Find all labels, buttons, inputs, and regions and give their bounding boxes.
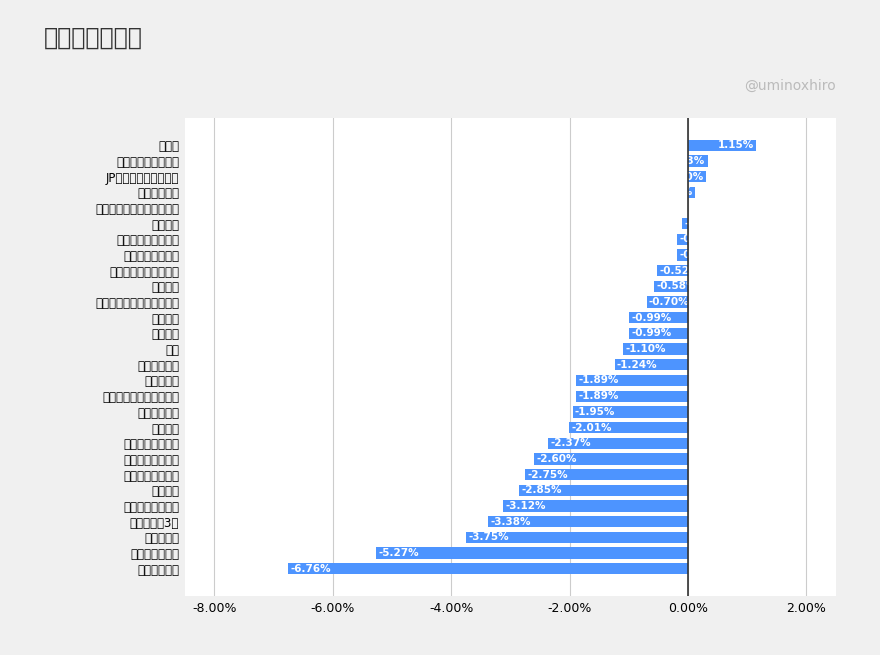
Text: -3.38%: -3.38%	[490, 517, 531, 527]
Bar	[688, 155, 708, 166]
Text: @uminoxhiro: @uminoxhiro	[744, 79, 836, 92]
Text: -1.95%: -1.95%	[575, 407, 615, 417]
Text: -0.10%: -0.10%	[685, 219, 725, 229]
Text: -6.76%: -6.76%	[290, 564, 331, 574]
Text: -2.75%: -2.75%	[528, 470, 568, 479]
Text: -1.89%: -1.89%	[578, 375, 619, 386]
Text: -2.60%: -2.60%	[537, 454, 577, 464]
Bar	[525, 469, 688, 480]
Bar	[576, 375, 688, 386]
Text: -0.99%: -0.99%	[632, 328, 672, 339]
Text: -5.27%: -5.27%	[378, 548, 419, 558]
Text: -2.01%: -2.01%	[571, 422, 612, 432]
Text: -0.70%: -0.70%	[649, 297, 690, 307]
Text: 保有銘柄騰落率: 保有銘柄騰落率	[44, 26, 143, 50]
Text: -3.75%: -3.75%	[468, 533, 509, 542]
Text: -1.10%: -1.10%	[626, 344, 666, 354]
Bar	[677, 250, 688, 261]
Text: -2.37%: -2.37%	[550, 438, 590, 448]
Bar	[657, 265, 688, 276]
Bar	[614, 359, 688, 371]
Bar	[573, 406, 688, 417]
Text: -1.89%: -1.89%	[578, 391, 619, 401]
Bar	[376, 548, 688, 559]
Bar	[503, 500, 688, 512]
Bar	[688, 140, 756, 151]
Text: 0.12%: 0.12%	[656, 187, 693, 197]
Text: -2.85%: -2.85%	[522, 485, 562, 495]
Bar	[569, 422, 688, 433]
Text: -0.99%: -0.99%	[632, 313, 672, 323]
Bar	[519, 485, 688, 496]
Bar	[688, 171, 706, 182]
Bar	[682, 218, 688, 229]
Bar	[466, 532, 688, 543]
Bar	[488, 516, 688, 527]
Text: -0.58%: -0.58%	[656, 282, 697, 291]
Text: 0.00%: 0.00%	[649, 203, 686, 213]
Bar	[576, 390, 688, 402]
Bar	[654, 281, 688, 292]
Bar	[688, 187, 695, 198]
Text: -0.52%: -0.52%	[660, 266, 700, 276]
Text: -0.19%: -0.19%	[679, 250, 720, 260]
Bar	[288, 563, 688, 574]
Text: 1.15%: 1.15%	[717, 140, 753, 150]
Text: -0.19%: -0.19%	[679, 234, 720, 244]
Bar	[547, 438, 688, 449]
Text: 0.33%: 0.33%	[669, 156, 705, 166]
Text: -1.24%: -1.24%	[617, 360, 657, 370]
Bar	[647, 297, 688, 308]
Text: 0.30%: 0.30%	[667, 172, 703, 181]
Text: -3.12%: -3.12%	[506, 501, 546, 511]
Bar	[623, 343, 688, 355]
Bar	[534, 453, 688, 464]
Bar	[629, 312, 688, 324]
Bar	[677, 234, 688, 245]
Bar	[629, 328, 688, 339]
